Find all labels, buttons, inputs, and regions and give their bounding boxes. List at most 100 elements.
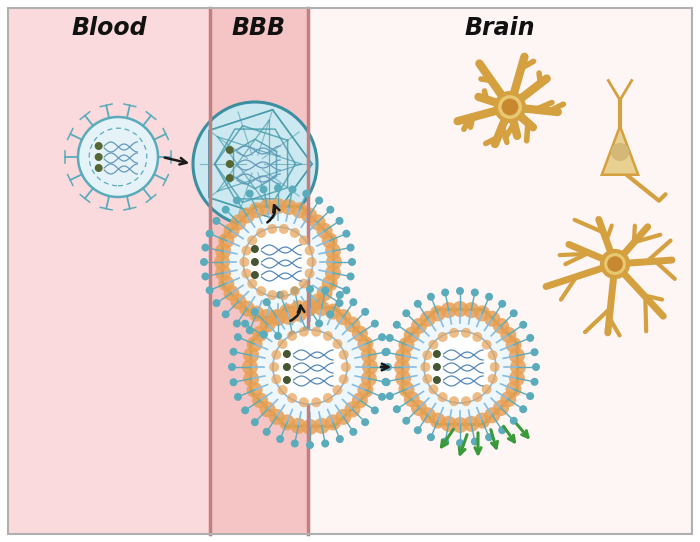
Polygon shape: [602, 126, 638, 175]
Circle shape: [315, 320, 323, 327]
Circle shape: [260, 402, 276, 417]
Circle shape: [243, 371, 259, 386]
Circle shape: [301, 208, 317, 223]
Circle shape: [246, 336, 262, 352]
Circle shape: [395, 347, 411, 364]
Circle shape: [485, 293, 493, 301]
Circle shape: [273, 330, 347, 404]
Circle shape: [339, 375, 349, 384]
Circle shape: [424, 331, 496, 403]
Circle shape: [252, 326, 268, 341]
Circle shape: [498, 300, 506, 308]
Circle shape: [241, 268, 251, 279]
Circle shape: [202, 273, 209, 280]
Circle shape: [473, 332, 482, 342]
Circle shape: [361, 418, 369, 426]
Circle shape: [488, 350, 498, 360]
Circle shape: [288, 331, 296, 339]
Circle shape: [386, 334, 394, 342]
Circle shape: [393, 405, 401, 413]
Circle shape: [526, 392, 534, 400]
Circle shape: [336, 435, 344, 443]
Circle shape: [276, 291, 284, 299]
Circle shape: [332, 339, 342, 349]
Circle shape: [247, 279, 258, 288]
Circle shape: [272, 375, 281, 384]
Circle shape: [274, 184, 282, 192]
Circle shape: [461, 328, 471, 338]
Circle shape: [344, 317, 360, 333]
Circle shape: [302, 190, 310, 198]
Circle shape: [456, 287, 464, 295]
Circle shape: [519, 321, 527, 329]
Circle shape: [288, 185, 296, 193]
Circle shape: [290, 418, 307, 434]
Circle shape: [256, 228, 266, 238]
Circle shape: [352, 326, 368, 341]
Circle shape: [287, 393, 297, 403]
Circle shape: [611, 143, 629, 161]
Circle shape: [326, 311, 335, 318]
Circle shape: [493, 400, 509, 416]
Circle shape: [361, 308, 369, 316]
Circle shape: [94, 153, 103, 161]
Circle shape: [290, 228, 300, 238]
Circle shape: [349, 298, 357, 306]
Circle shape: [226, 146, 234, 154]
Circle shape: [323, 393, 333, 403]
Circle shape: [607, 256, 623, 272]
Circle shape: [456, 439, 464, 447]
Circle shape: [473, 392, 482, 402]
Circle shape: [358, 336, 373, 352]
Circle shape: [316, 285, 332, 301]
Circle shape: [500, 391, 516, 407]
Circle shape: [493, 318, 509, 334]
Circle shape: [312, 397, 321, 407]
Circle shape: [430, 412, 446, 429]
Circle shape: [339, 350, 349, 360]
Circle shape: [335, 299, 344, 307]
Circle shape: [290, 300, 307, 316]
Circle shape: [316, 223, 332, 239]
Circle shape: [283, 376, 291, 384]
Circle shape: [360, 347, 377, 363]
Circle shape: [344, 402, 360, 417]
Circle shape: [509, 347, 525, 364]
Circle shape: [281, 199, 297, 215]
Circle shape: [269, 309, 285, 325]
Circle shape: [193, 102, 317, 226]
Circle shape: [510, 309, 518, 317]
Circle shape: [304, 268, 314, 279]
Circle shape: [239, 208, 255, 223]
Circle shape: [256, 286, 266, 296]
Circle shape: [395, 370, 411, 386]
Circle shape: [322, 233, 337, 249]
Circle shape: [222, 311, 230, 318]
Circle shape: [474, 412, 490, 429]
Circle shape: [326, 205, 335, 214]
Circle shape: [510, 359, 526, 375]
Circle shape: [302, 326, 310, 334]
Circle shape: [341, 362, 351, 372]
Circle shape: [427, 293, 435, 301]
Circle shape: [484, 311, 500, 327]
Circle shape: [251, 245, 259, 253]
Circle shape: [206, 230, 214, 238]
Circle shape: [267, 224, 277, 234]
Circle shape: [218, 275, 235, 292]
Circle shape: [342, 286, 351, 294]
Text: Blood: Blood: [71, 16, 147, 40]
Circle shape: [241, 320, 249, 328]
Circle shape: [441, 288, 449, 296]
Circle shape: [325, 243, 341, 259]
Circle shape: [290, 286, 300, 296]
Circle shape: [352, 392, 368, 408]
Circle shape: [215, 243, 231, 259]
Circle shape: [414, 426, 422, 434]
Circle shape: [251, 418, 259, 426]
Polygon shape: [223, 207, 333, 318]
Circle shape: [246, 190, 253, 198]
Circle shape: [290, 287, 299, 294]
Circle shape: [602, 251, 628, 277]
Circle shape: [241, 246, 251, 255]
